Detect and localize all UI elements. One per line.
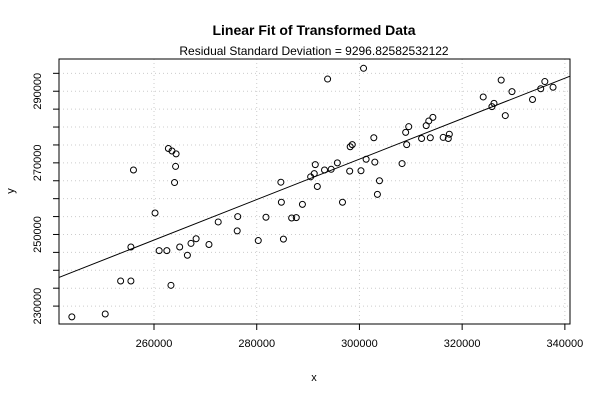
y-tick-label: 250000 <box>32 216 44 253</box>
y-axis-label: y <box>5 188 17 194</box>
data-point <box>234 213 242 221</box>
data-point <box>549 83 557 91</box>
data-point <box>429 113 437 121</box>
x-tick-label: 300000 <box>341 338 378 350</box>
data-point <box>151 209 159 217</box>
chart-subtitle: Residual Standard Deviation = 9296.82582… <box>179 44 449 58</box>
x-axis-label: x <box>311 372 317 384</box>
x-axis-ticks: 260000 280000 300000 320000 340000 <box>136 324 584 350</box>
data-point <box>403 141 411 149</box>
data-point <box>288 214 296 222</box>
data-point <box>371 158 379 166</box>
data-point <box>333 159 341 167</box>
data-point <box>117 277 125 285</box>
data-point <box>402 128 410 136</box>
x-tick-label: 320000 <box>444 338 481 350</box>
y-tick-label: 230000 <box>32 288 44 325</box>
data-point <box>68 313 76 321</box>
data-point <box>277 198 285 206</box>
plot-frame <box>58 58 571 325</box>
data-point <box>298 200 306 208</box>
data-point <box>167 281 175 289</box>
data-point <box>445 130 453 138</box>
data-point <box>310 170 318 178</box>
data-point <box>405 123 413 131</box>
data-point <box>155 247 163 255</box>
data-point <box>262 213 270 221</box>
x-tick-label: 340000 <box>547 338 584 350</box>
data-point <box>348 141 356 149</box>
data-point <box>497 76 505 84</box>
data-point <box>176 243 184 251</box>
grid-layer <box>59 59 570 324</box>
data-point <box>183 251 191 259</box>
data-point <box>127 243 135 251</box>
data-point <box>172 162 180 170</box>
data-point <box>357 167 365 175</box>
data-point <box>187 239 195 247</box>
data-point <box>338 198 346 206</box>
data-point <box>279 235 287 243</box>
data-point <box>254 237 262 245</box>
data-point <box>192 235 200 243</box>
data-point <box>346 143 354 151</box>
data-point <box>171 179 179 187</box>
chart-title: Linear Fit of Transformed Data <box>212 22 415 38</box>
data-point <box>541 78 549 86</box>
data-point <box>425 117 433 125</box>
data-point <box>163 247 171 255</box>
data-points <box>68 64 557 321</box>
data-point <box>101 310 109 318</box>
data-point <box>479 93 487 101</box>
data-point <box>444 135 452 142</box>
data-point <box>205 241 213 248</box>
data-point <box>362 155 370 163</box>
data-point <box>375 177 383 185</box>
data-point <box>439 133 447 141</box>
data-point <box>398 160 406 168</box>
data-point <box>370 134 378 142</box>
data-point <box>172 150 180 158</box>
data-point <box>127 277 135 285</box>
data-point <box>233 227 241 235</box>
data-point <box>292 214 300 222</box>
data-point <box>129 166 137 174</box>
data-point <box>490 99 498 107</box>
data-point <box>529 95 537 103</box>
data-point <box>311 161 319 169</box>
data-point <box>214 218 222 226</box>
data-point <box>307 173 315 181</box>
data-point <box>537 85 545 93</box>
data-point <box>324 75 332 83</box>
x-tick-label: 280000 <box>238 338 275 350</box>
x-tick-label: 260000 <box>136 338 173 350</box>
data-point <box>508 88 516 96</box>
data-point <box>360 64 368 72</box>
data-point <box>313 182 321 190</box>
y-axis-ticks: 230000 250000 270000 290000 <box>32 72 59 325</box>
data-point <box>277 178 285 186</box>
data-point <box>373 190 381 198</box>
data-point <box>327 165 335 173</box>
data-point <box>426 134 434 142</box>
data-point <box>346 167 354 175</box>
data-point <box>501 112 509 120</box>
y-tick-label: 290000 <box>32 73 44 110</box>
data-point <box>321 166 329 174</box>
y-tick-label: 270000 <box>32 144 44 181</box>
data-point <box>418 135 426 142</box>
